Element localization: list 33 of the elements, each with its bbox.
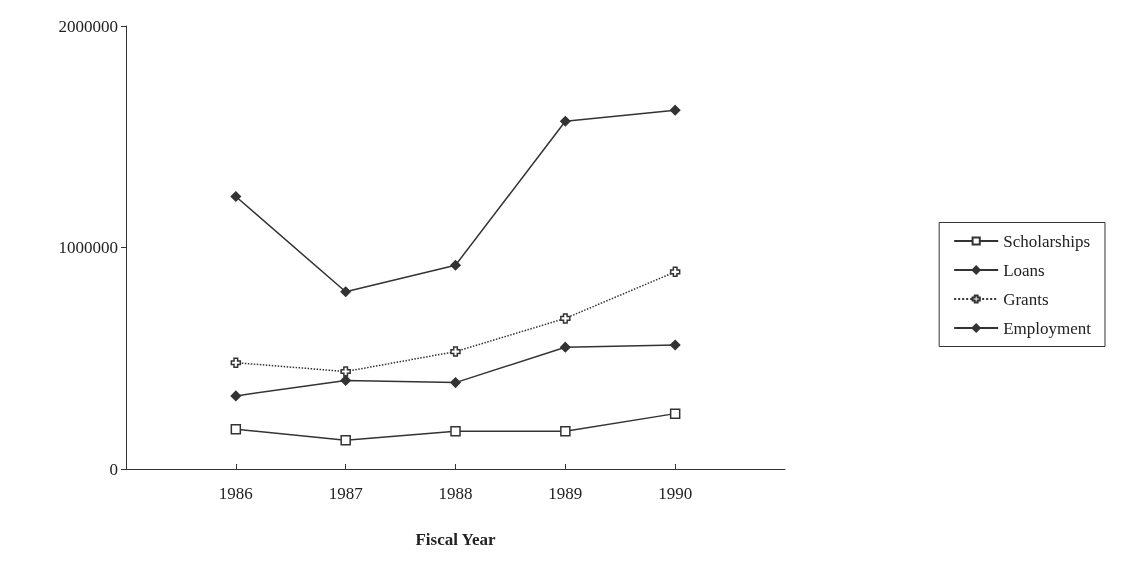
x-tick-label: 1986 bbox=[218, 484, 253, 503]
x-tick-label: 1990 bbox=[658, 484, 693, 503]
y-tick-label: 2000000 bbox=[58, 16, 118, 36]
x-tick-label: 1989 bbox=[548, 484, 583, 503]
point bbox=[230, 357, 242, 368]
legend-label: Loans bbox=[1003, 260, 1045, 280]
point bbox=[450, 426, 461, 437]
legend-label: Employment bbox=[1003, 318, 1092, 338]
point bbox=[230, 390, 242, 402]
legend-label: Grants bbox=[1003, 289, 1049, 309]
point bbox=[450, 377, 461, 388]
point bbox=[669, 104, 681, 116]
x-tick-label: 1987 bbox=[328, 484, 364, 503]
point bbox=[230, 423, 242, 435]
point bbox=[450, 346, 461, 357]
point bbox=[560, 313, 571, 324]
point bbox=[340, 366, 351, 377]
point bbox=[560, 426, 571, 437]
point bbox=[230, 191, 242, 202]
y-tick-label: 1000000 bbox=[58, 238, 118, 257]
point bbox=[340, 434, 351, 446]
point bbox=[560, 341, 571, 353]
point bbox=[340, 286, 351, 298]
y-tick-label: 0 bbox=[109, 459, 118, 479]
legend-label: Scholarships bbox=[1003, 231, 1091, 251]
point bbox=[560, 116, 571, 127]
point bbox=[669, 339, 681, 351]
x-tick-label: 1988 bbox=[438, 484, 473, 503]
point bbox=[450, 259, 461, 271]
point bbox=[340, 375, 351, 386]
x-axis-title: Fiscal Year bbox=[415, 530, 496, 549]
point bbox=[669, 266, 681, 278]
point bbox=[669, 408, 681, 419]
